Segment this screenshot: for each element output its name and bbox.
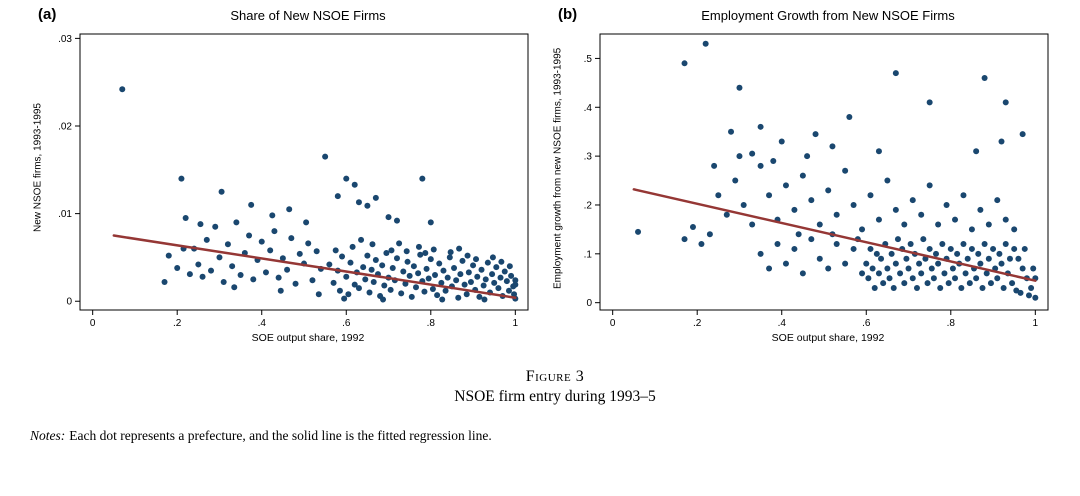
svg-text:0: 0: [586, 298, 592, 309]
panel-b-x-axis-label: SOE output share, 1992: [771, 332, 885, 344]
svg-text:.4: .4: [778, 318, 787, 329]
figure-caption-title: NSOE firm entry during 1993–5: [454, 388, 656, 405]
svg-text:.4: .4: [258, 318, 267, 329]
svg-text:0: 0: [610, 318, 616, 329]
panel-b-plot-column: Employment Growth from New NSOE Firms 0.…: [566, 6, 1056, 344]
svg-text:.6: .6: [342, 318, 351, 329]
svg-text:.2: .2: [173, 318, 182, 329]
svg-text:0: 0: [90, 318, 96, 329]
svg-text:.03: .03: [58, 34, 72, 45]
svg-text:.8: .8: [947, 318, 956, 329]
panel-a-scatter-plot: 0 .01 .02 .03 0 .2 .4 .6 .8 1: [58, 33, 529, 329]
svg-text:.01: .01: [58, 209, 72, 220]
panel-a-body: New NSOE firms, 1993-1995 Share of New N…: [30, 6, 536, 344]
panel-b-tag: (b): [558, 6, 578, 23]
panel-b-title: Employment Growth from New NSOE Firms: [701, 8, 955, 23]
figure-notes-label: Notes:: [30, 428, 66, 443]
svg-text:1: 1: [1033, 318, 1039, 329]
figure-notes-text: Each dot represents a prefecture, and th…: [69, 428, 492, 443]
svg-text:.6: .6: [862, 318, 871, 329]
figure-panels: (a) New NSOE firms, 1993-1995 Share of N…: [30, 6, 1080, 344]
svg-text:.4: .4: [584, 103, 593, 114]
panel-a-tag: (a): [38, 6, 57, 23]
svg-text:.3: .3: [584, 152, 593, 163]
figure-notes: Notes: Each dot represents a prefecture, …: [30, 428, 1080, 444]
panel-a: (a) New NSOE firms, 1993-1995 Share of N…: [30, 6, 536, 344]
svg-text:.1: .1: [584, 249, 593, 260]
panel-a-x-axis-label: SOE output share, 1992: [251, 332, 365, 344]
svg-text:.5: .5: [584, 54, 593, 65]
panel-a-title: Share of New NSOE Firms: [230, 8, 386, 23]
figure-caption-label: Figure 3: [525, 368, 585, 385]
panel-b-body: Employment growth from new NSOE firms, 1…: [550, 6, 1056, 344]
panel-b: (b) Employment growth from new NSOE firm…: [550, 6, 1056, 344]
panel-b-scatter-plot: 0 .1 .2 .3 .4 .5 0 .2 .4 .6 .8 1: [584, 33, 1049, 329]
svg-text:.2: .2: [584, 200, 593, 211]
panel-a-plot-column: Share of New NSOE Firms 0 .01 .02 .03 0 .2 .4.…: [46, 6, 536, 344]
svg-text:1: 1: [513, 318, 519, 329]
svg-text:0: 0: [66, 297, 72, 308]
panel-b-y-axis-label: Employment growth from new NSOE firms, 1…: [552, 47, 564, 289]
panel-a-y-axis-label: New NSOE firms, 1993-1995: [32, 103, 44, 233]
svg-text:.02: .02: [58, 122, 72, 133]
svg-text:.8: .8: [427, 318, 436, 329]
svg-text:.2: .2: [693, 318, 702, 329]
figure-caption: Figure 3 NSOE firm entry during 1993–5: [30, 368, 1080, 406]
